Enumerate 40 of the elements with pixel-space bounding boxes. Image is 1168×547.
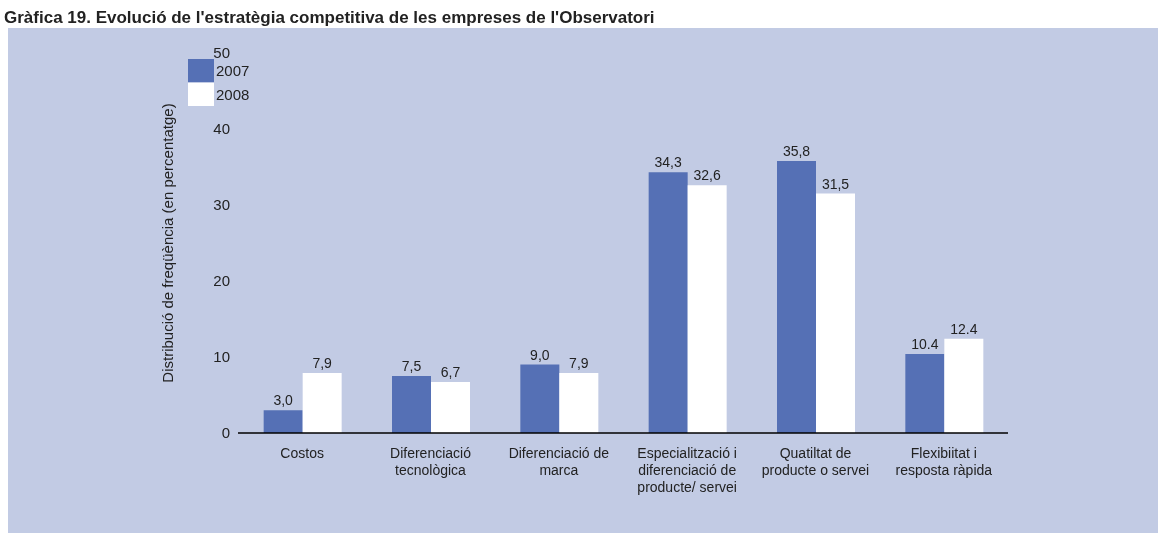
data-label: 7,9 xyxy=(569,354,589,371)
bar xyxy=(777,160,816,433)
y-axis-title: Distribució de freqüència (en percentatge) xyxy=(159,103,177,383)
y-tick-label: 50 xyxy=(213,44,230,62)
data-label: 12.4 xyxy=(950,320,978,337)
data-label: 3,0 xyxy=(273,392,294,409)
x-tick-label: Quatiltat de producte o servei xyxy=(760,445,871,479)
data-label: 9,0 xyxy=(530,346,550,363)
bar xyxy=(302,372,342,433)
x-tick-label: Costos xyxy=(279,445,325,462)
bar xyxy=(648,172,688,433)
data-label: 32,6 xyxy=(693,167,721,184)
bar xyxy=(520,364,560,433)
x-tick-label: Especialització i diferenciació de producte/ servei xyxy=(636,445,738,496)
x-tick-label: Diferenciació tecnològica xyxy=(389,445,472,479)
y-tick-label: 10 xyxy=(213,348,230,366)
bar xyxy=(392,376,431,433)
y-tick-label: 20 xyxy=(213,272,230,290)
data-label: 10.4 xyxy=(911,335,939,352)
y-tick-label: 0 xyxy=(221,424,230,442)
data-label: 7,5 xyxy=(401,358,422,374)
data-label: 34,3 xyxy=(654,154,682,171)
x-tick-label: Diferenciació de marca xyxy=(507,445,610,479)
bar xyxy=(816,193,855,433)
chart-title: Gràfica 19. Evolució de l'estratègia competitiva de les empreses de l'Observatori xyxy=(4,8,656,28)
bar xyxy=(431,382,470,433)
legend-label: 2008 xyxy=(216,85,250,103)
bar xyxy=(944,338,984,433)
data-label: 6,7 xyxy=(440,364,461,381)
bar xyxy=(263,410,303,433)
bar xyxy=(687,185,727,433)
data-label: 31,5 xyxy=(821,175,850,192)
y-tick-label: 40 xyxy=(213,120,230,138)
y-tick-label: 30 xyxy=(213,196,230,214)
bar xyxy=(559,372,599,433)
data-label: 35,8 xyxy=(782,142,811,159)
bar xyxy=(905,353,945,433)
data-label: 7,9 xyxy=(312,354,333,371)
legend-label: 2007 xyxy=(216,61,250,79)
x-tick-label: Flexibiitat i resposta ràpida xyxy=(894,445,994,479)
